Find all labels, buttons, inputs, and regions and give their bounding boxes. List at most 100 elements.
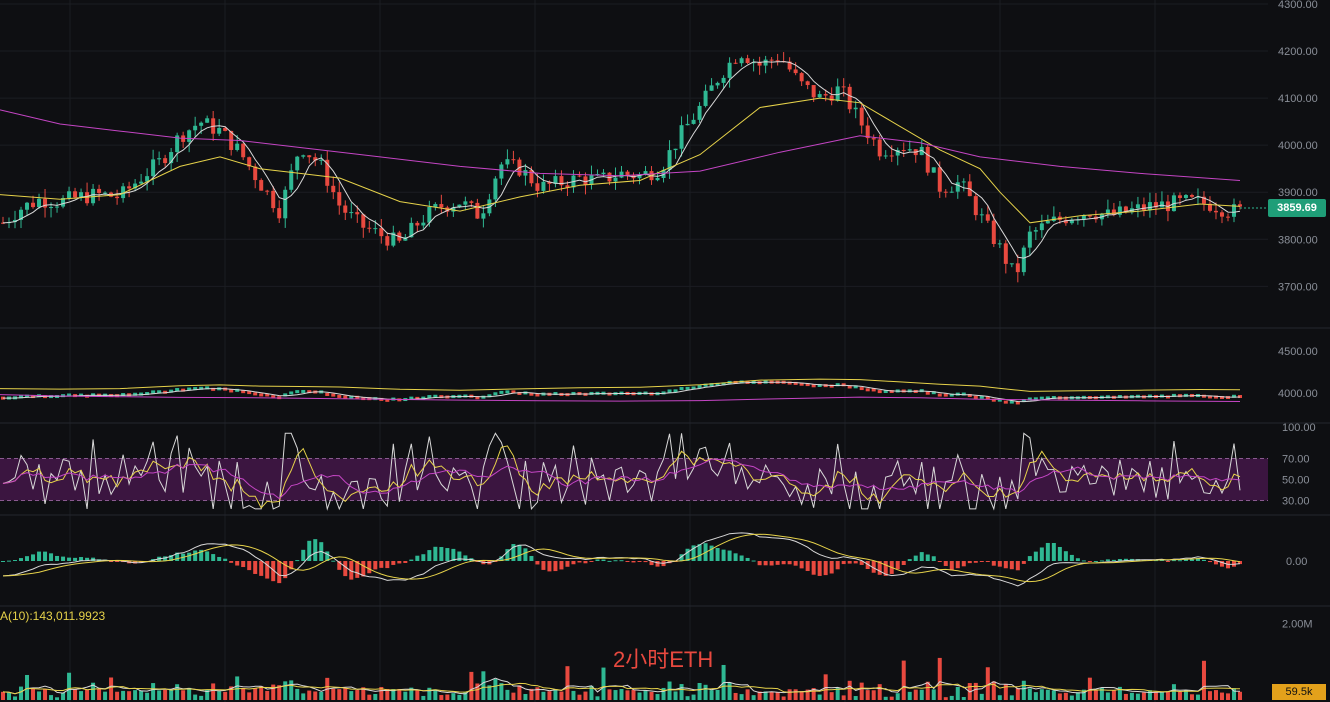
macd-histogram-bar [367, 561, 372, 574]
macd-histogram-bar [619, 560, 624, 562]
macd-histogram-bar [847, 561, 852, 564]
macd-histogram-bar [1117, 559, 1122, 561]
macd-histogram-bar [259, 561, 264, 576]
candle-body [391, 232, 396, 246]
macd-histogram-bar [907, 559, 912, 561]
candle-body [787, 61, 792, 70]
volume-bar [355, 690, 360, 700]
volume-bar [1238, 691, 1242, 700]
candle-body [1123, 206, 1128, 213]
volume-bar [829, 692, 834, 700]
macd-histogram-bar [349, 561, 354, 580]
volume-bar [145, 692, 150, 700]
boll-candle [715, 382, 720, 386]
volume-bar [793, 689, 798, 700]
volume-bar [601, 667, 606, 700]
candle-body [613, 177, 618, 182]
boll-candle [1033, 397, 1038, 401]
candle-body [715, 82, 720, 86]
macd-histogram-bar [607, 560, 612, 562]
boll-candle [517, 391, 522, 395]
volume-bar [307, 690, 312, 700]
candle-body [367, 227, 372, 229]
price-tick-label: 4300.00 [1278, 0, 1318, 11]
volume-bar [715, 689, 720, 700]
candle-body [463, 201, 468, 205]
boll-candle [325, 392, 330, 396]
boll-candle [253, 392, 258, 396]
boll-candle [433, 394, 438, 398]
boll-candle [823, 384, 828, 388]
candle-body [43, 198, 48, 208]
macd-histogram-bar [265, 561, 270, 579]
volume-bar [247, 692, 252, 700]
boll-candle [667, 389, 672, 393]
boll-candle [499, 390, 504, 394]
macd-histogram-bar [691, 545, 696, 561]
rsi-fast-line [2, 432, 1241, 511]
candle-body [499, 164, 504, 179]
macd-histogram-bar [403, 561, 408, 563]
macd-histogram-bar [1177, 560, 1182, 562]
volume-bar [139, 690, 144, 700]
macd-histogram-bar [679, 554, 684, 561]
macd-histogram-bar [109, 561, 114, 562]
candle-body [727, 62, 732, 78]
volume-bar [1099, 688, 1104, 700]
macd-histogram-bar [1009, 561, 1014, 570]
macd-histogram-bar [529, 555, 534, 561]
candle-body [1039, 223, 1044, 231]
candle-body [205, 118, 210, 123]
candle-body [433, 204, 438, 207]
volume-bar [799, 691, 804, 700]
macd-histogram-bar [637, 561, 642, 562]
boll-candle [355, 395, 360, 399]
candle-body [61, 198, 66, 207]
macd-histogram-bar [1111, 559, 1116, 561]
candle-body [121, 186, 126, 199]
volume-bar [931, 689, 936, 700]
candle-body [817, 94, 822, 98]
macd-histogram-bar [559, 561, 564, 570]
volume-ma-label: A(10):143,011.9923 [0, 609, 106, 623]
macd-histogram-bar [391, 561, 396, 565]
candle-body [925, 146, 930, 173]
volume-bar [841, 695, 846, 700]
boll-candle [787, 381, 792, 385]
macd-histogram-bar [745, 557, 750, 561]
volume-bar [1, 691, 5, 700]
candle-body [811, 85, 816, 98]
volume-bar [319, 691, 324, 700]
volume-bar [859, 682, 864, 700]
macd-histogram-bar [439, 547, 444, 561]
macd-histogram-bar [523, 548, 528, 561]
macd-histogram-bar [811, 561, 816, 575]
macd-histogram-bar [385, 561, 390, 569]
volume-bar [541, 691, 546, 700]
boll-candle [937, 393, 942, 397]
macd-histogram-bar [925, 554, 930, 561]
boll-candle [529, 392, 534, 396]
boll-candle [1207, 395, 1212, 399]
volume-bar [787, 689, 792, 700]
candle-body [175, 135, 180, 153]
macd-histogram-bar [493, 561, 498, 562]
volume-bar [109, 677, 114, 700]
macd-histogram-bar [379, 561, 384, 568]
volume-bar [1087, 677, 1092, 700]
boll-candle [1201, 394, 1206, 398]
macd-histogram-bar [169, 555, 174, 561]
volume-bar [1123, 693, 1128, 700]
boll-candle [307, 390, 312, 394]
volume-bar [571, 690, 576, 700]
volume-bar [205, 689, 210, 700]
macd-histogram-bar [301, 549, 306, 561]
candle-body [709, 85, 714, 91]
volume-bar [613, 690, 618, 700]
macd-histogram-bar [643, 561, 648, 563]
macd-histogram-bar [865, 561, 870, 570]
macd-histogram-bar [943, 561, 948, 566]
volume-bar [415, 690, 420, 700]
